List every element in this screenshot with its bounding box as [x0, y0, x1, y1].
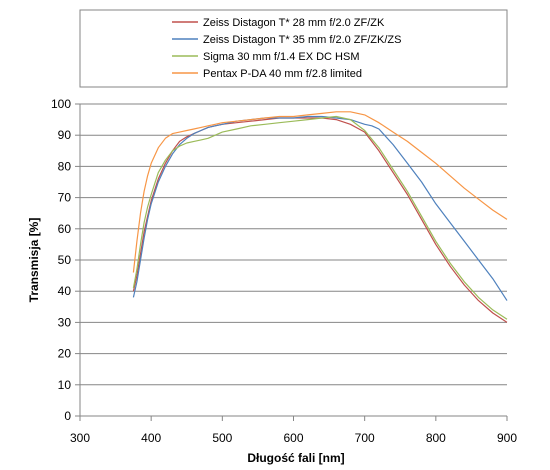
y-tick-label: 20 — [58, 347, 72, 361]
x-tick-label: 600 — [283, 431, 303, 445]
series-line-3 — [132, 111, 508, 273]
series-line-0 — [132, 117, 508, 323]
y-tick-label: 0 — [64, 409, 71, 423]
y-tick-label: 30 — [58, 315, 72, 329]
legend-box — [79, 9, 508, 88]
x-tick-label: 300 — [70, 431, 90, 445]
series-line-1 — [132, 115, 508, 301]
grid-lines — [80, 103, 507, 386]
x-tick-label: 500 — [212, 431, 232, 445]
y-tick-label: 100 — [51, 97, 71, 111]
axis-labels: 0 10 20 30 40 50 60 70 80 90 100 300 400 500 600 700 800… — [51, 97, 517, 445]
y-tick-label: 70 — [58, 191, 72, 205]
x-tick-label: 400 — [141, 431, 161, 445]
y-tick-label: 80 — [58, 159, 72, 173]
legend-label-3: Pentax P-DA 40 mm f/2.8 limited — [203, 68, 362, 80]
x-tick-label: 900 — [497, 431, 517, 445]
x-axis-title: Długość fali [nm] — [247, 451, 344, 465]
y-tick-label: 10 — [58, 378, 72, 392]
axes — [75, 103, 508, 421]
legend-label-2: Sigma 30 mm f/1.4 EX DC HSM — [203, 51, 360, 63]
y-tick-label: 90 — [58, 128, 72, 142]
legend-label-0: Zeiss Distagon T* 28 mm f/2.0 ZF/ZK — [203, 17, 385, 29]
y-tick-label: 40 — [58, 284, 72, 298]
legend: Zeiss Distagon T* 28 mm f/2.0 ZF/ZK Zeiss… — [79, 9, 508, 88]
y-tick-label: 50 — [58, 253, 72, 267]
x-tick-label: 800 — [426, 431, 446, 445]
series-group — [132, 111, 508, 323]
x-tick-label: 700 — [355, 431, 375, 445]
legend-label-1: Zeiss Distagon T* 35 mm f/2.0 ZF/ZK/ZS — [203, 34, 401, 46]
y-axis-title: Transmisja [%] — [27, 218, 41, 303]
y-tick-label: 60 — [58, 222, 72, 236]
series-line-2 — [132, 115, 508, 320]
